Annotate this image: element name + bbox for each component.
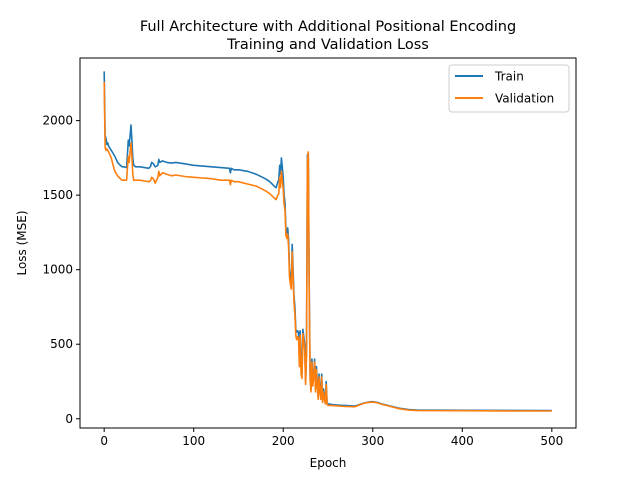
- y-tick-label: 1500: [42, 188, 73, 202]
- x-tick-label: 300: [361, 434, 384, 448]
- x-tick-label: 0: [100, 434, 108, 448]
- x-axis-label: Epoch: [310, 456, 347, 470]
- x-tick-label: 400: [451, 434, 474, 448]
- y-tick-label: 1000: [42, 263, 73, 277]
- legend: Train Validation: [448, 64, 570, 113]
- legend-label-validation: Validation: [495, 92, 554, 106]
- tick-layer: 0 100 200 300 400 500 0 500 1000 1500 2000: [42, 114, 563, 448]
- y-tick-label: 2000: [42, 114, 73, 128]
- chart-title-line2: Training and Validation Loss: [226, 37, 429, 53]
- x-tick-label: 200: [272, 434, 295, 448]
- y-axis-label: Loss (MSE): [15, 210, 29, 275]
- chart-title-line1: Full Architecture with Additional Positi…: [140, 19, 516, 35]
- y-tick-label: 500: [50, 337, 73, 351]
- legend-label-train: Train: [494, 70, 524, 84]
- series-line-validation: [103, 81, 552, 412]
- x-tick-label: 500: [540, 434, 563, 448]
- plot-area-frame: [79, 57, 577, 429]
- x-tick-label: 100: [182, 434, 205, 448]
- y-tick-label: 0: [65, 412, 73, 426]
- series-layer: [103, 71, 552, 412]
